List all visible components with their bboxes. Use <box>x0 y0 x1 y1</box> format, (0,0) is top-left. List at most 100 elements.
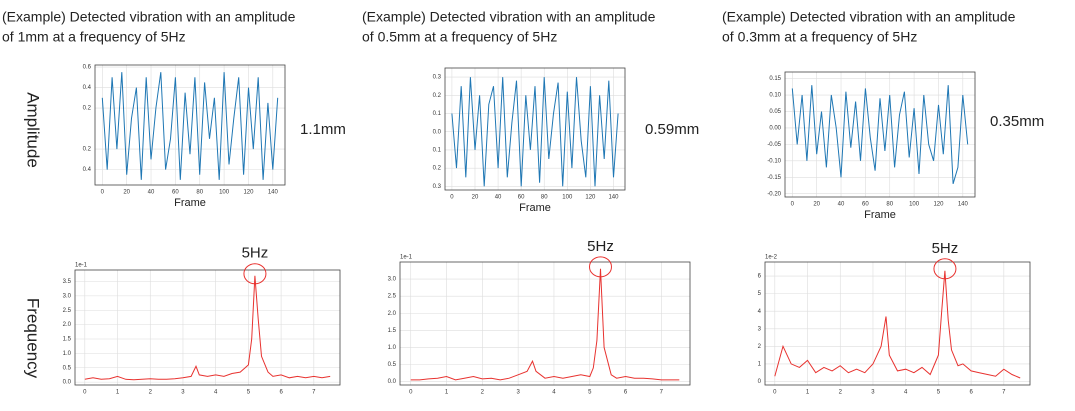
y-tick-label: 0.2 <box>83 106 92 112</box>
chart-title: of 1mm at a frequency of 5Hz <box>2 29 186 45</box>
x-tick-label: 1 <box>806 390 810 396</box>
data-line <box>84 275 331 381</box>
chart-title: (Example) Detected vibration with an amp… <box>362 9 656 25</box>
y-tick-label: 0.5 <box>63 365 72 371</box>
x-tick-label: 40 <box>495 195 502 201</box>
y-tick-label: -0.10 <box>767 158 781 164</box>
y-tick-label: 0.0 <box>388 379 397 385</box>
y-tick-label: 0.3 <box>433 184 442 190</box>
x-tick-label: 80 <box>886 202 893 208</box>
x-tick-label: 0 <box>409 390 413 396</box>
plot-frame <box>94 64 286 186</box>
x-tick-label: 2 <box>839 390 843 396</box>
y-tick-label: 1.0 <box>388 345 397 351</box>
peak-annotation: 5Hz <box>587 238 614 255</box>
chart-title: of 0.3mm at a frequency of 5Hz <box>722 29 917 45</box>
y-tick-label: 0.5 <box>388 362 397 368</box>
data-line <box>451 77 619 187</box>
plot-frame <box>764 261 1031 386</box>
x-tick-label: 120 <box>243 190 254 196</box>
x-tick-label: 20 <box>813 202 820 208</box>
y-tick-label: 0.0 <box>433 129 442 135</box>
x-axis-label: Frame <box>864 209 896 221</box>
x-tick-label: 20 <box>123 190 130 196</box>
amplitude-annotation: 0.35mm <box>990 113 1044 130</box>
row-label: Amplitude <box>24 92 43 168</box>
y-tick-label: 2.0 <box>63 322 72 328</box>
peak-annotation: 5Hz <box>932 240 959 257</box>
y-tick-label: 0.1 <box>433 111 442 117</box>
plot-frame <box>444 67 626 191</box>
y-tick-label: 5 <box>758 291 762 297</box>
data-line <box>774 270 1021 379</box>
y-tick-label: 2.5 <box>388 294 397 300</box>
y-tick-label: 0.2 <box>433 93 442 99</box>
y-tick-label: 4 <box>758 309 762 315</box>
y-tick-label: 3.0 <box>63 293 72 299</box>
y-tick-label: 0.3 <box>433 75 442 81</box>
data-line <box>791 85 969 184</box>
y-tick-label: 1.0 <box>63 351 72 357</box>
x-tick-label: 0 <box>450 195 454 201</box>
y-tick-label: 0.05 <box>769 109 781 115</box>
plot-frame <box>399 261 691 386</box>
row-label: Frequency <box>24 298 43 379</box>
x-tick-label: 4 <box>214 390 218 396</box>
y-tick-label: 3.5 <box>63 279 72 285</box>
x-tick-label: 0 <box>83 390 87 396</box>
x-tick-label: 100 <box>562 195 573 201</box>
y-tick-label: 0.2 <box>433 166 442 172</box>
x-tick-label: 0 <box>101 190 105 196</box>
x-tick-label: 3 <box>516 390 520 396</box>
amplitude-annotation: 0.59mm <box>645 121 699 138</box>
x-tick-label: 5 <box>588 390 592 396</box>
x-tick-label: 4 <box>552 390 556 396</box>
x-tick-label: 60 <box>518 195 525 201</box>
y-offset-label: 1e-1 <box>400 255 413 261</box>
y-tick-label: 3 <box>758 326 762 332</box>
y-tick-label: 0.4 <box>83 85 92 91</box>
x-tick-label: 2 <box>149 390 153 396</box>
y-tick-label: 1.5 <box>388 328 397 334</box>
x-tick-label: 100 <box>909 202 920 208</box>
y-tick-label: 2 <box>758 344 762 350</box>
y-tick-label: 1 <box>758 361 762 367</box>
y-offset-label: 1e-2 <box>765 255 778 261</box>
x-tick-label: 20 <box>472 195 479 201</box>
x-tick-label: 7 <box>1002 390 1006 396</box>
x-tick-label: 40 <box>148 190 155 196</box>
x-axis-label: Frame <box>519 202 551 214</box>
chart-title: (Example) Detected vibration with an amp… <box>722 9 1016 25</box>
y-tick-label: -0.20 <box>767 191 781 197</box>
x-axis-label: Frame <box>174 197 206 209</box>
y-tick-label: 6 <box>758 274 762 280</box>
x-tick-label: 0 <box>791 202 795 208</box>
peak-highlight <box>588 256 612 278</box>
y-offset-label: 1e-1 <box>75 263 88 269</box>
plot-frame <box>74 269 341 386</box>
y-tick-label: 0.6 <box>83 65 92 71</box>
x-tick-label: 60 <box>862 202 869 208</box>
x-tick-label: 120 <box>585 195 596 201</box>
plot-frame <box>784 71 976 198</box>
y-tick-label: 3.0 <box>388 277 397 283</box>
x-tick-label: 7 <box>312 390 316 396</box>
x-tick-label: 4 <box>904 390 908 396</box>
x-tick-label: 140 <box>268 190 279 196</box>
peak-highlight <box>243 263 267 285</box>
x-tick-label: 80 <box>541 195 548 201</box>
y-tick-label: -0.15 <box>767 175 781 181</box>
x-tick-label: 3 <box>871 390 875 396</box>
x-tick-label: 120 <box>933 202 944 208</box>
data-line <box>410 268 680 381</box>
x-tick-label: 3 <box>181 390 185 396</box>
x-tick-label: 140 <box>608 195 619 201</box>
x-tick-label: 2 <box>481 390 485 396</box>
y-tick-label: 0.0 <box>63 380 72 386</box>
x-tick-label: 5 <box>247 390 251 396</box>
amplitude-annotation: 1.1mm <box>300 121 346 138</box>
x-tick-label: 6 <box>279 390 283 396</box>
x-tick-label: 6 <box>969 390 973 396</box>
x-tick-label: 60 <box>172 190 179 196</box>
